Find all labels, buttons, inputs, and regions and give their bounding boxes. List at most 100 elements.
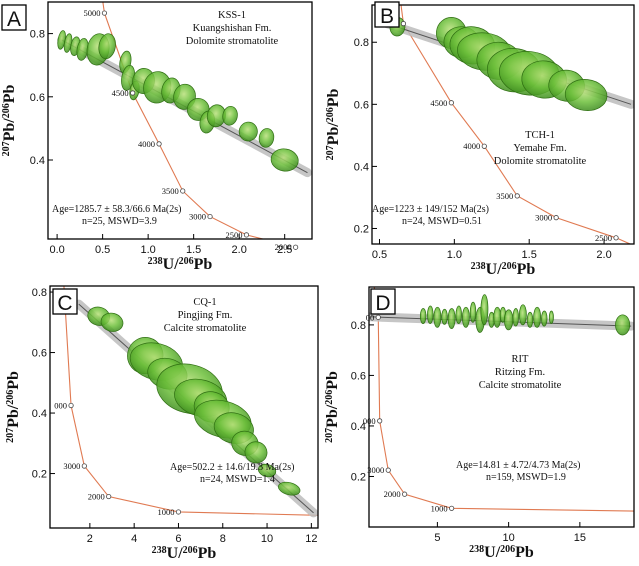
data-ellipse xyxy=(100,312,124,332)
concordia-age-label: 1000 xyxy=(157,507,174,517)
y-tick-label: 0.4 xyxy=(351,421,366,433)
concordia-age-marker xyxy=(101,10,108,16)
y-tick-label: 0.6 xyxy=(30,92,45,104)
panel-a: 5000 4500 4000 3500 3000 2500 2000 0.0 0.5 1.0 1.5… xyxy=(1,1,313,273)
plot-area xyxy=(382,5,634,244)
x-axis-title: 238U/206Pb xyxy=(152,545,217,562)
x-tick-label: 6 xyxy=(175,533,181,545)
concordia-age-label: 2000 xyxy=(275,242,292,252)
concordia-age-label: 3000 xyxy=(63,461,80,471)
age-result-line: n=24, MSWD=0.51 xyxy=(402,216,482,227)
x-tick-label: 2.0 xyxy=(596,249,611,261)
data-ellipse xyxy=(548,310,554,324)
plot-area xyxy=(57,2,312,239)
y-tick-label: 0.4 xyxy=(32,408,47,420)
concordia-age-label: 5000 xyxy=(83,8,100,18)
panel-letter: A xyxy=(7,8,21,31)
sample-title-line: Calcite stromatolite xyxy=(164,323,247,334)
data-ellipse xyxy=(441,308,448,325)
concordia-curve xyxy=(63,286,318,516)
data-ellipse xyxy=(480,294,489,326)
sample-title-line: Dolomite stromatolite xyxy=(494,156,587,167)
x-tick-label: 0.5 xyxy=(372,249,387,261)
concordia-age-marker xyxy=(180,188,186,194)
concordia-age-marker xyxy=(375,314,381,320)
data-ellipse xyxy=(447,308,456,330)
concordia-age-marker xyxy=(448,100,454,106)
x-axis-title: 238U/206Pb xyxy=(471,261,536,278)
x-tick-label: 1.0 xyxy=(140,244,155,256)
concordia-age-label: 3500 xyxy=(162,186,179,196)
plot-area xyxy=(63,286,318,518)
concordia-age-label: 2000 xyxy=(384,489,401,499)
x-tick-label: 1.5 xyxy=(522,249,537,261)
y-tick-label: 0.6 xyxy=(354,99,369,111)
concordia-age-label: 4000 xyxy=(138,139,155,149)
plot-frame xyxy=(368,286,635,528)
concordia-age-label: 2000 xyxy=(88,492,105,502)
x-axis-title: 238U/206Pb xyxy=(469,544,534,561)
x-tick-label: 2 xyxy=(87,533,93,545)
panel-letter-box xyxy=(374,1,400,28)
panel-letter: C xyxy=(57,292,72,315)
concordia-age-marker xyxy=(81,463,87,469)
y-tick-label: 0.4 xyxy=(354,161,369,173)
concordia-curve xyxy=(400,5,632,244)
x-tick-label: 12 xyxy=(305,533,317,545)
panel-b: 5000450040003500300025000.51.01.52.00.20… xyxy=(325,1,635,278)
concordia-age-marker xyxy=(130,90,136,96)
concordia-age-marker xyxy=(68,402,74,409)
age-result-line: n=24, MSWD=1.4 xyxy=(200,474,275,485)
concordia-age-marker xyxy=(377,418,383,424)
age-result-line: Age=14.81 ± 4.72/4.73 Ma(2s) xyxy=(456,460,580,471)
x-tick-label: 4 xyxy=(131,533,137,545)
y-tick-label: 0.8 xyxy=(351,320,366,332)
x-tick-label: 1.0 xyxy=(447,249,462,261)
x-tick-label: 0.0 xyxy=(49,244,64,256)
y-tick-label: 0.2 xyxy=(351,471,366,483)
data-ellipse xyxy=(469,301,477,323)
data-ellipse xyxy=(238,121,258,142)
sample-title-line: Pingjing Fm. xyxy=(178,310,233,321)
concordia-age-marker xyxy=(156,141,162,147)
x-tick-label: 15 xyxy=(574,532,586,544)
data-ellipse xyxy=(222,105,238,126)
data-ellipse xyxy=(526,311,534,328)
sample-title-line: RIT xyxy=(512,354,530,365)
data-ellipse xyxy=(427,305,434,324)
y-tick-label: 0.8 xyxy=(32,287,47,299)
x-tick-label: 2.0 xyxy=(232,244,247,256)
x-axis-title: 238U/206Pb xyxy=(148,256,213,273)
y-axis-title: 207Pb/206Pb xyxy=(325,89,342,161)
x-tick-label: 0.5 xyxy=(95,244,110,256)
data-ellipse xyxy=(518,304,527,326)
data-ellipse xyxy=(244,441,268,464)
x-tick-label: 8 xyxy=(220,533,226,545)
data-ellipse xyxy=(461,306,470,328)
y-tick-label: 0.4 xyxy=(30,155,45,167)
y-axis-title: 207Pb/206Pb xyxy=(1,85,18,157)
concordia-age-label: 3000 xyxy=(535,213,552,223)
sample-title-line: CQ-1 xyxy=(193,297,216,308)
concordia-age-marker xyxy=(400,21,407,27)
y-tick-label: 0.2 xyxy=(354,223,369,235)
y-tick-label: 0.2 xyxy=(32,469,47,481)
x-tick-label: 5 xyxy=(434,532,440,544)
x-tick-label: 2.5 xyxy=(277,244,292,256)
sample-title-line: TCH-1 xyxy=(525,130,555,141)
concordia-age-marker xyxy=(402,491,408,497)
concordia-age-marker xyxy=(514,193,520,199)
data-ellipse xyxy=(512,308,519,327)
sample-title-line: Dolomite stromatolite xyxy=(186,36,279,47)
concordia-age-marker xyxy=(293,244,299,250)
x-tick-label: 10 xyxy=(502,532,514,544)
concordia-age-label: 3000 xyxy=(367,465,384,475)
plot-area xyxy=(369,287,634,512)
concordia-age-label: 4500 xyxy=(430,98,447,108)
concordia-age-label: 00 xyxy=(366,312,375,322)
x-tick-label: 1.5 xyxy=(186,244,201,256)
y-tick-label: 0.6 xyxy=(351,370,366,382)
